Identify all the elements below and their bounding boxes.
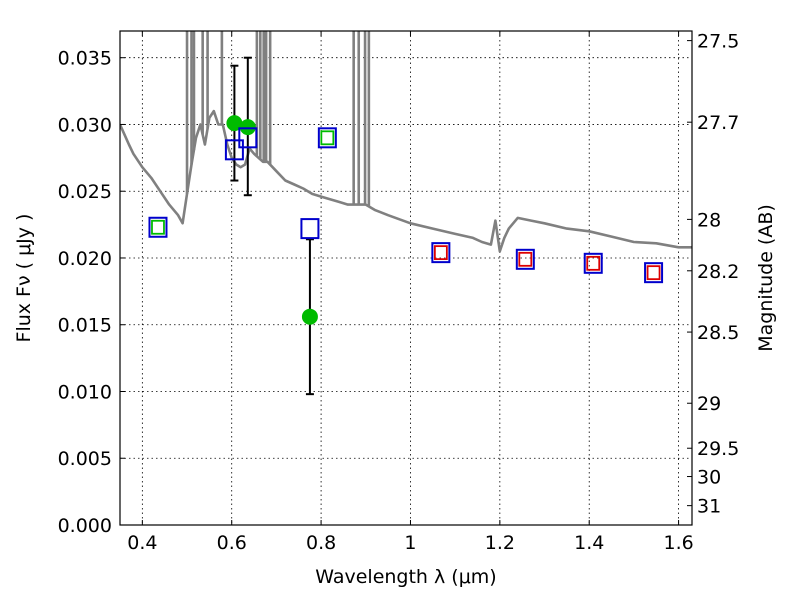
x-tick-label: 1.6 (663, 532, 693, 554)
inner-red-marker (518, 251, 533, 267)
y-tick-label: 0.010 (58, 381, 112, 403)
model-photometry-point (431, 242, 451, 264)
x-tick-label: 0.4 (127, 532, 157, 554)
inner-green-marker (320, 130, 335, 146)
y2-tick-label: 28 (697, 209, 721, 231)
model-photometry-point (148, 216, 168, 238)
model-photometry-point (644, 262, 664, 284)
observed-point (239, 119, 256, 136)
y-tick-label: 0.015 (58, 315, 112, 337)
inner-red-marker (646, 265, 661, 281)
y2-tick-labels: 27.5 27.7 28 28.2 28.5 29 29.5 30 31 (697, 31, 739, 518)
y2-tick-label: 29 (697, 393, 721, 415)
model-photometry-point (317, 127, 337, 149)
y2-tick-label: 28.2 (697, 261, 739, 283)
inner-green-marker (151, 219, 165, 235)
plot-frame (119, 30, 693, 526)
x-tick-label: 1 (404, 532, 416, 554)
x-axis-title: Wavelength λ (μm) (315, 566, 496, 588)
y2-axis-title: Magnitude (AB) (755, 204, 777, 352)
y-tick-label: 0.020 (58, 248, 112, 270)
model-photometry-point (224, 139, 244, 161)
model-photometry-point (238, 127, 258, 149)
axis-ticks (120, 31, 692, 526)
x-tick-label: 0.8 (306, 532, 336, 554)
y-axis-title: Flux Fν ( μJy ) (13, 214, 35, 343)
y2-tick-label: 27.5 (697, 31, 739, 53)
x-tick-label: 1.4 (574, 532, 604, 554)
y-tick-label: 0.030 (58, 114, 112, 136)
plot-background (120, 31, 692, 525)
model-photometry-layer (148, 127, 664, 284)
inner-red-marker (586, 255, 601, 271)
y-tick-label: 0.035 (58, 48, 112, 70)
model-photometry-point (583, 252, 603, 274)
observed-point (301, 308, 318, 325)
x-tick-label: 0.6 (217, 532, 247, 554)
y2-tick-label: 31 (697, 496, 721, 518)
model-spectrum-layer (120, 31, 692, 253)
y2-tick-label: 29.5 (697, 438, 739, 460)
x-tick-labels: 0.4 0.6 0.8 1 1.2 1.4 1.6 (127, 532, 693, 554)
model-photometry-point (515, 248, 535, 270)
y-tick-label: 0.025 (58, 181, 112, 203)
observed-points-layer (226, 115, 318, 325)
y-tick-label: 0.005 (58, 448, 112, 470)
model-photometry-point (300, 218, 320, 240)
y2-tick-label: 27.7 (697, 112, 739, 134)
y-tick-labels: 0.000 0.005 0.010 0.015 0.020 0.025 0.030 0.035 (58, 48, 112, 537)
x-tick-label: 1.2 (485, 532, 515, 554)
inner-red-marker (433, 245, 448, 261)
y-tick-label: 0.000 (58, 515, 112, 537)
y2-tick-label: 30 (697, 467, 721, 489)
y2-tick-label: 28.5 (697, 322, 739, 344)
